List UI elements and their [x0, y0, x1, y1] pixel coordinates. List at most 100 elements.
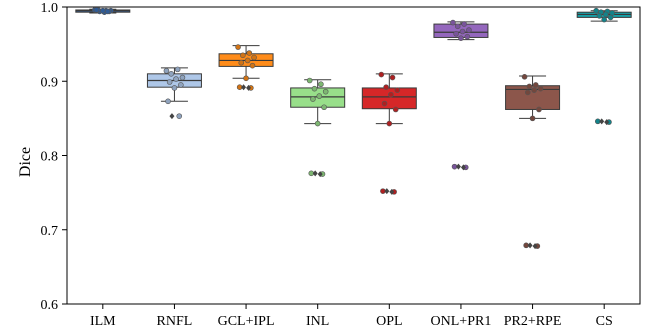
data-point	[173, 76, 179, 82]
outlier-marker	[599, 118, 605, 125]
data-point	[171, 85, 178, 91]
data-point	[459, 28, 466, 35]
data-point	[244, 57, 251, 64]
data-point	[394, 87, 401, 93]
data-point	[174, 66, 181, 73]
data-point	[251, 54, 257, 61]
box-pr2-rpe	[505, 73, 561, 250]
data-point	[178, 82, 184, 88]
data-point	[246, 50, 253, 56]
data-point	[531, 87, 537, 93]
outlier-marker	[389, 188, 395, 195]
box-cs	[576, 7, 632, 126]
data-point	[179, 74, 186, 81]
data-point	[240, 52, 246, 59]
data-point	[168, 71, 175, 77]
data-point	[235, 44, 241, 50]
x-tick-label: ILM	[90, 314, 116, 329]
data-point	[386, 120, 393, 127]
data-point	[163, 68, 170, 74]
data-point	[596, 13, 603, 19]
outlier-marker	[532, 243, 538, 250]
x-tick-label: RNFL	[157, 314, 193, 329]
box-ilm	[75, 7, 131, 15]
data-point	[316, 93, 323, 99]
outlier-marker	[455, 163, 461, 170]
outlier-marker	[317, 171, 323, 178]
data-point	[521, 73, 528, 80]
x-tick-label: PR2+RPE	[504, 314, 562, 329]
data-point	[100, 7, 106, 14]
data-point	[238, 59, 245, 66]
data-point	[461, 21, 467, 27]
data-point	[93, 7, 100, 13]
box-opl	[361, 71, 417, 195]
data-point	[318, 81, 324, 88]
data-point	[536, 106, 542, 113]
y-tick-label: 1.0	[41, 1, 59, 16]
data-point	[607, 14, 614, 21]
outlier-marker	[527, 242, 533, 249]
data-point	[378, 71, 385, 78]
data-point	[464, 33, 471, 40]
outlier-marker	[312, 170, 318, 177]
outlier-marker	[604, 119, 610, 126]
data-point	[593, 7, 599, 14]
data-point	[602, 11, 609, 18]
plot-area-frame	[66, 6, 641, 305]
data-point	[392, 106, 399, 113]
data-point	[321, 104, 327, 111]
y-axis: 0.6 0.7 0.8 0.9 1.0	[41, 1, 67, 313]
data-point	[310, 96, 316, 102]
y-axis-label: Dice	[17, 147, 34, 177]
box-rnfl	[146, 66, 202, 120]
box-iqr	[361, 87, 417, 110]
data-point	[243, 75, 249, 82]
outlier-marker	[169, 113, 175, 120]
boxes-layer	[75, 7, 632, 250]
outlier-marker	[384, 188, 390, 195]
data-point	[524, 89, 531, 96]
data-point	[388, 91, 394, 98]
data-point	[176, 113, 183, 119]
data-point	[311, 85, 318, 92]
data-point	[450, 19, 456, 26]
y-tick-label: 0.9	[41, 75, 59, 90]
y-tick-label: 0.8	[41, 150, 59, 165]
data-point	[383, 84, 389, 90]
y-tick-label: 0.6	[41, 298, 59, 313]
data-point	[526, 83, 533, 90]
x-axis: ILM RNFL GCL+IPL INL OPL ONL+PR1 PR2+RPE CS	[90, 304, 613, 329]
data-point	[458, 35, 464, 41]
data-point	[532, 82, 539, 88]
data-point	[466, 27, 472, 33]
data-point	[529, 115, 536, 122]
x-tick-label: OPL	[376, 314, 402, 329]
data-point	[537, 85, 544, 92]
box-onl-pr1	[433, 19, 489, 171]
data-point	[381, 100, 388, 107]
x-tick-label: GCL+IPL	[218, 314, 275, 329]
data-point	[104, 8, 111, 15]
outlier-marker	[241, 84, 247, 91]
x-tick-label: CS	[596, 314, 613, 329]
outlier-marker	[246, 84, 252, 91]
outlier-marker	[460, 164, 466, 171]
data-point	[306, 77, 313, 84]
x-tick-label: INL	[306, 314, 329, 329]
data-point	[454, 23, 461, 30]
data-point	[453, 30, 459, 37]
data-point	[601, 16, 607, 23]
box-iqr	[505, 85, 561, 110]
box-inl	[290, 77, 346, 178]
data-point	[166, 79, 173, 85]
y-tick-label: 0.7	[41, 224, 59, 239]
data-point	[322, 88, 329, 95]
data-point	[165, 98, 171, 105]
box-gcl-ipl	[218, 44, 274, 91]
x-tick-label: ONL+PR1	[431, 314, 492, 329]
data-point	[389, 74, 396, 81]
data-point	[249, 62, 256, 69]
data-point	[314, 120, 321, 127]
